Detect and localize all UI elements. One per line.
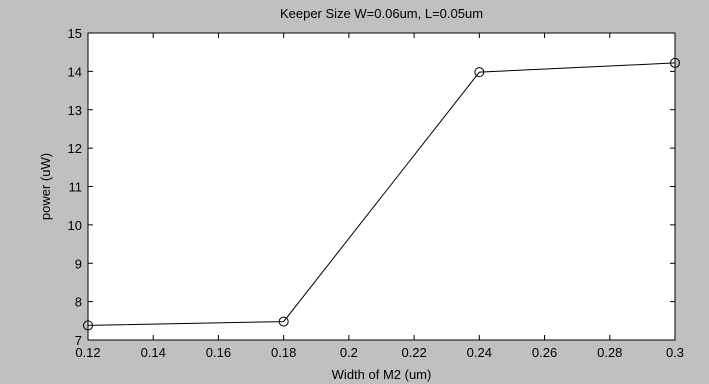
data-point	[474, 67, 485, 78]
x-axis-label: Width of M2 (um)	[332, 367, 432, 382]
y-tick-label: 7	[75, 333, 82, 348]
y-axis-label: power (uW)	[38, 153, 53, 220]
data-point	[670, 57, 680, 68]
y-tick-label: 12	[68, 141, 82, 156]
y-tick-label: 14	[68, 64, 82, 79]
y-tick-label: 10	[68, 218, 82, 233]
x-tick-label: 0.22	[401, 345, 426, 360]
series-line	[87, 62, 676, 326]
x-tick-label: 0.18	[271, 345, 296, 360]
x-tick-label: 0.24	[467, 345, 492, 360]
chart-title: Keeper Size W=0.06um, L=0.05um	[280, 6, 483, 21]
y-tick-label: 8	[75, 295, 82, 310]
x-tick-label: 0.28	[597, 345, 622, 360]
data-point	[83, 320, 93, 331]
y-tick-label: 15	[68, 26, 82, 41]
y-tick-label: 13	[68, 103, 82, 118]
plot-area	[87, 32, 676, 341]
x-tick-label: 0.2	[340, 345, 358, 360]
x-tick-label: 0.3	[666, 345, 684, 360]
data-point	[278, 316, 289, 327]
y-tick-label: 11	[69, 180, 83, 195]
x-tick-label: 0.12	[75, 345, 100, 360]
x-tick-label: 0.16	[206, 345, 231, 360]
y-tick-label: 9	[75, 256, 82, 271]
x-tick-label: 0.14	[141, 345, 166, 360]
x-tick-label: 0.26	[532, 345, 557, 360]
